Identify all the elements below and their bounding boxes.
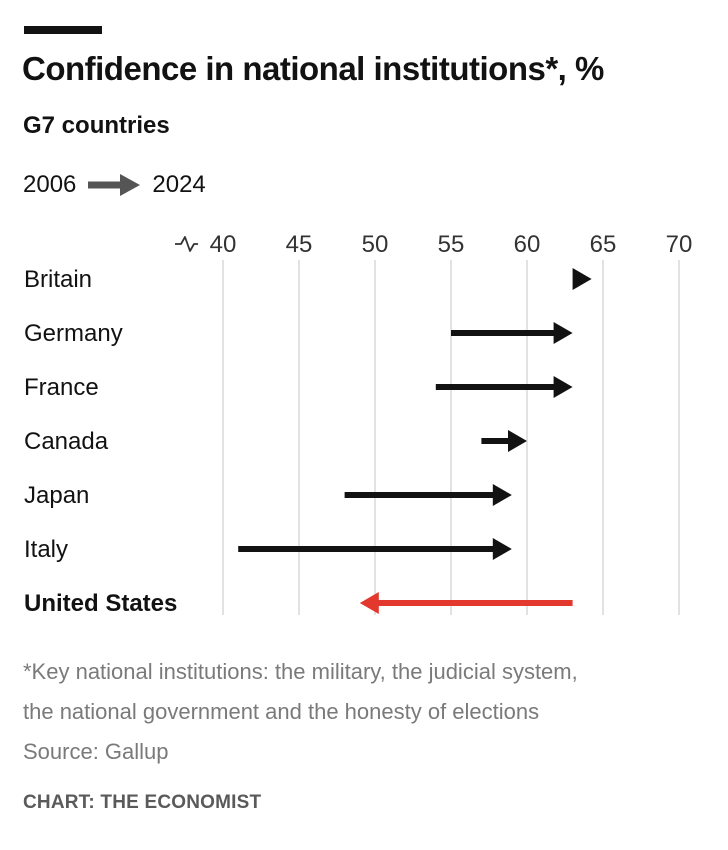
legend-start-year: 2006 (23, 171, 77, 198)
row-label-canada: Canada (24, 428, 109, 455)
legend-end-year: 2024 (152, 171, 206, 198)
x-tick-label-40: 40 (210, 231, 237, 258)
row-label-united-states: United States (24, 590, 177, 617)
source-note: Source: Gallup (23, 739, 169, 764)
chart-plot: 40 45 50 55 60 65 70 Britain Germany France Canada… (24, 231, 693, 617)
arrow-head-italy (492, 538, 512, 560)
footnote-line-1: *Key national institutions: the military… (23, 659, 578, 684)
x-tick-label-70: 70 (666, 231, 693, 258)
row-label-germany: Germany (24, 320, 123, 347)
chart-subtitle: G7 countries (23, 112, 170, 139)
header-rule (24, 26, 102, 34)
legend-arrow-icon (88, 174, 141, 196)
arrow-head-japan (492, 484, 512, 506)
arrow-head-britain (572, 268, 592, 290)
arrow-head-united-states (359, 592, 379, 614)
arrow-head-france (553, 376, 573, 398)
x-tick-label-50: 50 (362, 231, 389, 258)
arrow-head-canada (508, 430, 527, 452)
x-tick-label-45: 45 (286, 231, 313, 258)
row-label-japan: Japan (24, 482, 89, 509)
row-label-france: France (24, 374, 99, 401)
chart-title: Confidence in national institutions*, % (22, 50, 604, 87)
chart-credit: CHART: THE ECONOMIST (23, 792, 262, 813)
row-label-italy: Italy (24, 536, 68, 563)
x-tick-label-60: 60 (514, 231, 541, 258)
arrow-head-germany (553, 322, 573, 344)
legend: 2006 2024 (23, 168, 206, 202)
row-label-britain: Britain (24, 266, 92, 293)
footnote: *Key national institutions: the military… (23, 652, 713, 772)
x-tick-label-55: 55 (438, 231, 465, 258)
x-tick-label-65: 65 (590, 231, 617, 258)
footnote-line-2: the national government and the honesty … (23, 699, 540, 724)
axis-break-icon (175, 236, 198, 252)
